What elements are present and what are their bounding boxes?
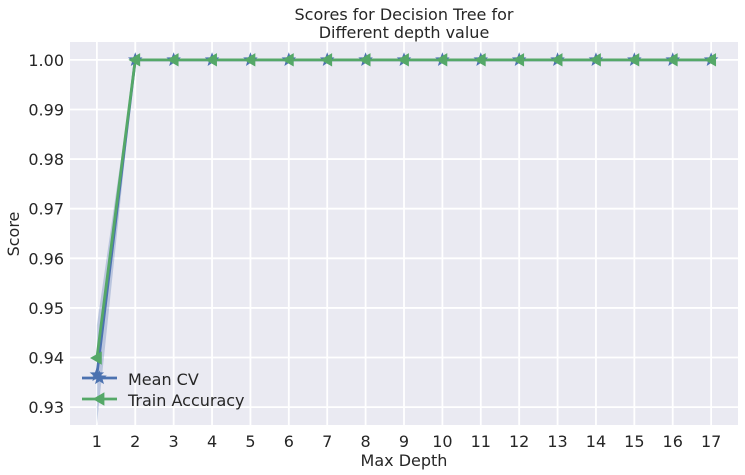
x-tick-label: 6	[284, 432, 294, 451]
data-point-train-accuracy	[473, 53, 486, 67]
data-point-train-accuracy	[397, 53, 409, 67]
legend-label-mean-cv: Mean CV	[128, 370, 199, 389]
x-tick-label: 9	[399, 432, 409, 451]
x-tick-label: 3	[169, 432, 179, 451]
y-tick-label: 0.93	[28, 398, 64, 417]
y-tick-label: 1.00	[28, 51, 64, 70]
x-tick-label: 1	[92, 432, 102, 451]
legend-marker	[92, 370, 107, 385]
x-tick-label: 5	[245, 432, 255, 451]
data-point-train-accuracy	[358, 53, 371, 67]
x-tick-label: 4	[207, 432, 217, 451]
y-tick-labels: 0.93 0.94 0.95 0.96 0.97 0.98 0.99 1.00	[28, 51, 64, 417]
grid	[70, 42, 738, 425]
data-point-train-accuracy	[166, 53, 179, 67]
x-tick-labels: 1 2 3 4 5 6 7 8 9 10 11 12 13 14 15 16 17	[92, 432, 722, 451]
legend-marker-train-accuracy	[92, 392, 105, 406]
x-tick-label: 2	[130, 432, 140, 451]
y-tick-label: 0.96	[28, 249, 64, 268]
data-point-train-accuracy	[512, 53, 525, 67]
data-point-train-accuracy	[243, 53, 256, 67]
data-point-train-accuracy	[550, 53, 563, 67]
chart-title-line-2: Different depth value	[319, 23, 490, 42]
x-tick-label: 12	[509, 432, 529, 451]
data-point-train-accuracy	[282, 53, 294, 67]
x-tick-label: 8	[361, 432, 371, 451]
x-tick-label: 13	[547, 432, 567, 451]
data-point-train-accuracy	[435, 53, 448, 67]
chart-title-line-1: Scores for Decision Tree for	[295, 5, 514, 24]
y-tick-label: 0.98	[28, 150, 64, 169]
y-tick-label: 0.97	[28, 200, 64, 219]
data-point-train-accuracy	[704, 53, 717, 67]
data-point-train-accuracy	[90, 351, 102, 365]
data-point-train-accuracy	[627, 53, 640, 67]
data-point-train-accuracy	[589, 53, 601, 67]
x-tick-label: 14	[586, 432, 606, 451]
data-point-train-accuracy	[665, 53, 678, 67]
x-tick-label: 17	[701, 432, 721, 451]
y-tick-label: 0.95	[28, 299, 64, 318]
x-axis-label: Max Depth	[361, 451, 448, 470]
x-tick-label: 10	[432, 432, 452, 451]
y-tick-label: 0.94	[28, 349, 64, 368]
data-point-train-accuracy	[128, 53, 141, 67]
data-point-train-accuracy	[320, 53, 333, 67]
legend-label-train-accuracy: Train Accuracy	[127, 391, 245, 410]
x-tick-label: 16	[663, 432, 683, 451]
y-tick-label: 0.99	[28, 100, 64, 119]
legend-marker	[92, 392, 105, 406]
legend: Mean CV Train Accuracy	[82, 370, 245, 410]
x-tick-label: 7	[322, 432, 332, 451]
x-tick-label: 15	[624, 432, 644, 451]
y-axis-label: Score	[4, 212, 23, 257]
data-point-train-accuracy	[205, 53, 217, 67]
series-markers	[89, 52, 719, 382]
legend-marker-mean-cv	[92, 370, 107, 385]
x-tick-label: 11	[471, 432, 491, 451]
